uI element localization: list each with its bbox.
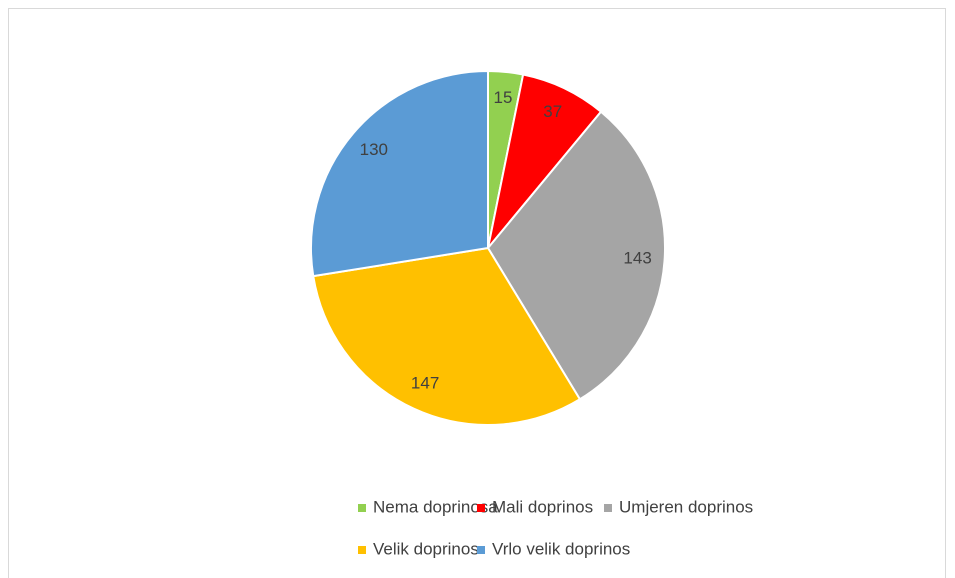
- legend-label: Nema doprinosa: [373, 497, 498, 516]
- pie-slice: [310, 69, 489, 278]
- data-label: 147: [411, 374, 439, 393]
- legend-label: Mali doprinos: [492, 497, 593, 516]
- legend-label: Umjeren doprinos: [619, 497, 753, 516]
- pie-slice: [312, 246, 582, 426]
- pie-slice: [486, 110, 666, 401]
- legend-marker: [477, 546, 485, 554]
- legend-marker: [358, 504, 366, 512]
- legend-marker: [358, 546, 366, 554]
- legend-label: Velik doprinos: [373, 539, 479, 558]
- data-label: 143: [623, 248, 651, 267]
- data-label: 15: [493, 88, 512, 107]
- data-label: 130: [360, 140, 388, 159]
- legend-label: Vrlo velik doprinos: [492, 539, 630, 558]
- legend-marker: [604, 504, 612, 512]
- legend-marker: [477, 504, 485, 512]
- data-label: 37: [543, 102, 562, 121]
